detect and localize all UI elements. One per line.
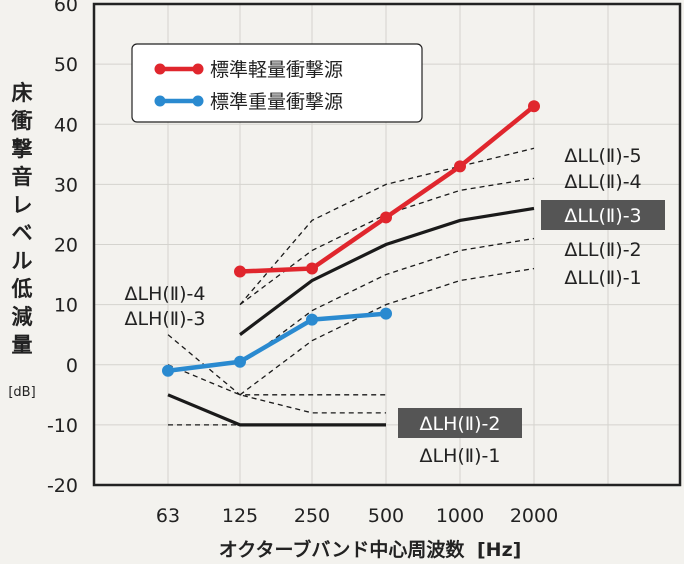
reference-curve [239,206,535,336]
y-axis-label-char: レ [12,193,33,217]
reference-curve [239,267,535,396]
y-axis-label-char: 低 [11,277,33,301]
y-tick-label: 30 [54,174,78,196]
y-tick-label: 10 [54,295,78,317]
data-point [234,355,246,368]
data-point [306,262,318,275]
y-tick-label: -10 [47,415,78,437]
y-axis-label-char: 床 [12,81,33,105]
reference-curve [239,177,535,306]
y-tick-label: 60 [54,0,78,16]
y-tick-label: 50 [54,54,78,76]
reference-curve-label: ΔLL(Ⅱ)-1 [564,267,641,289]
plot-frame [92,2,682,487]
reference-curve-label: ΔLL(Ⅱ)-5 [564,145,641,167]
data-point [528,100,540,113]
reference-curve [167,364,386,414]
y-tick-label: 20 [54,235,78,257]
legend-swatch-dot [192,95,204,107]
data-point [162,364,174,377]
data-point [380,211,392,224]
reference-curve-label: ΔLL(Ⅱ)-2 [564,239,641,261]
y-tick-label: 0 [66,355,78,377]
reference-curve-label: ΔLL(Ⅱ)-4 [564,171,641,193]
x-axis-title: オクターブバンド中心周波数 [Hz] [219,538,522,561]
reference-curve-label: ΔLH(Ⅱ)-3 [125,308,206,330]
label-highlight [541,200,665,230]
legend-entry: 標準軽量衝撃源 [210,59,343,81]
y-axis-label-char: 量 [12,333,33,357]
x-tick-label: 125 [222,505,258,527]
y-axis-label-char: ル [12,249,33,273]
x-tick-labels: 63 125 250 500 1000 2000 [156,505,558,527]
data-point [380,307,392,320]
y-tick-label: 40 [54,114,78,136]
y-axis-label-char: ベ [12,221,33,245]
x-tick-label: 1000 [436,505,484,527]
data-point [306,313,318,326]
reference-labels: ΔLL(Ⅱ)-5 ΔLL(Ⅱ)-4 ΔLL(Ⅱ)-3 ΔLL(Ⅱ)-2 ΔLL(Ⅱ)-1… [125,145,665,467]
series-line [167,311,387,373]
reference-curve [239,147,535,306]
reference-curve-label: ΔLH(Ⅱ)-4 [125,283,206,305]
series-lines [162,100,540,377]
reference-curves [167,147,535,427]
y-tick-labels: -20 -10 0 10 20 30 40 50 60 [47,0,78,497]
legend-swatch-dot [154,63,166,75]
x-tick-label: 63 [156,505,180,527]
y-axis-label-char: 撃 [12,137,33,161]
legend-swatch-dot [192,63,204,75]
svg-text:オクターブバンド中心周波数 [Hz]: オクターブバンド中心周波数 [Hz] [219,538,522,561]
x-tick-label: 500 [368,505,404,527]
legend-entry: 標準重量衝撃源 [210,91,343,113]
x-axis-label: オクターブバンド中心周波数 [219,538,466,561]
y-tick-label: -20 [47,475,78,497]
reference-curve [167,393,386,427]
legend-box [131,43,423,123]
legend-swatch-dot [154,95,166,107]
reference-curve-label: ΔLH(Ⅱ)-1 [420,445,501,467]
data-point [454,160,466,173]
y-axis-unit: [dB] [8,385,35,400]
y-axis-label-char: 衝 [11,109,33,133]
y-axis-label-char: 減 [12,305,33,329]
x-tick-label: 250 [294,505,330,527]
x-axis-unit: [Hz] [477,539,521,561]
reference-curve [239,237,535,366]
y-axis-label-char: 音 [12,165,33,189]
reference-curve-label: ΔLL(Ⅱ)-3 [564,205,641,227]
reference-curve-label: ΔLH(Ⅱ)-2 [420,413,501,435]
label-highlight [398,408,522,438]
series-line [239,104,536,274]
x-tick-label: 2000 [510,505,558,527]
data-point [234,265,246,278]
